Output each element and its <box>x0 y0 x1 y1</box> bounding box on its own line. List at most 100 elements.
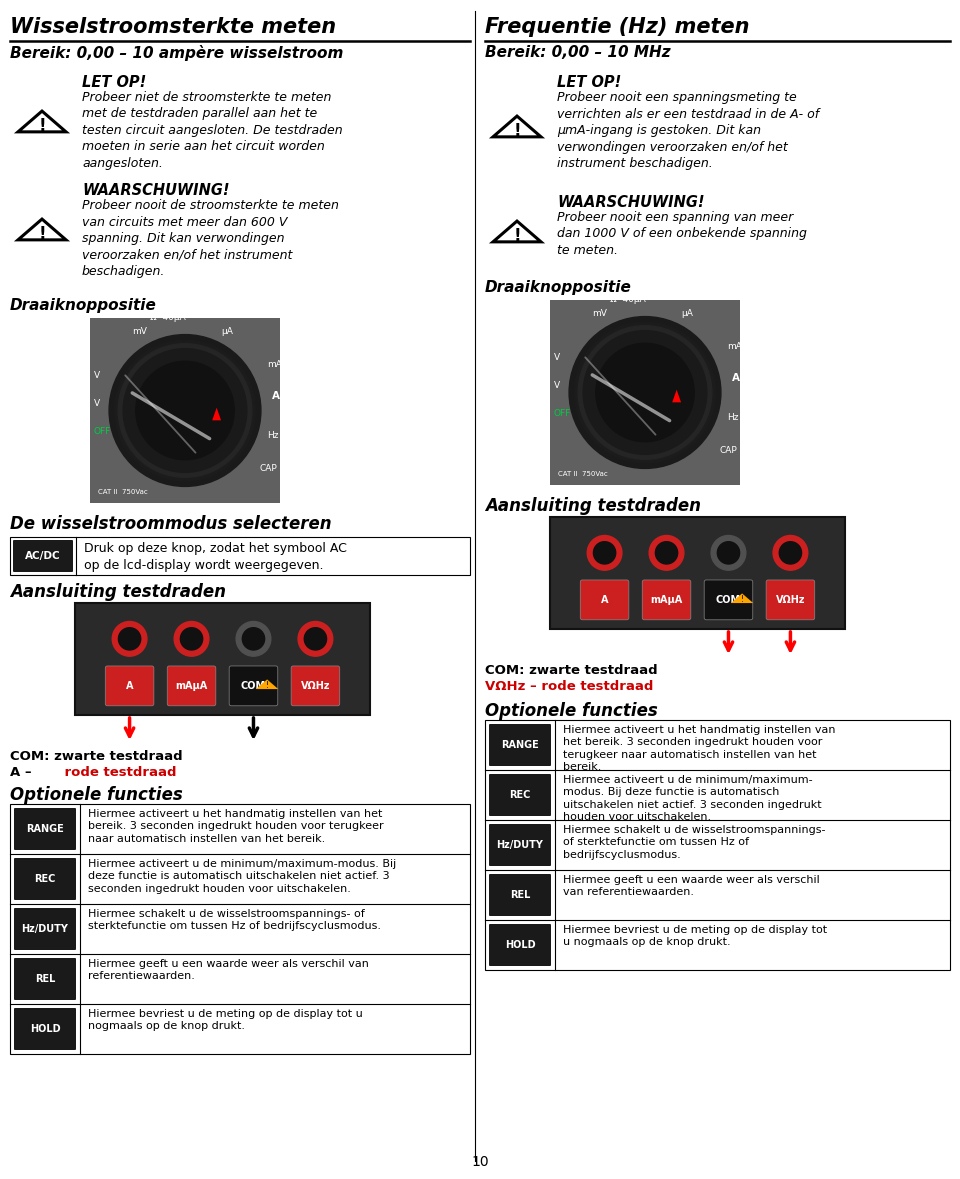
Text: Aansluiting testdraden: Aansluiting testdraden <box>10 582 226 601</box>
Text: RANGE: RANGE <box>26 824 64 834</box>
Text: CAP: CAP <box>719 446 737 455</box>
Circle shape <box>174 621 209 657</box>
Text: Draaiknoppositie: Draaiknoppositie <box>485 279 632 295</box>
Circle shape <box>569 317 721 468</box>
FancyBboxPatch shape <box>489 824 551 867</box>
Circle shape <box>109 335 261 487</box>
Text: !: ! <box>38 225 46 243</box>
Circle shape <box>180 627 203 650</box>
Text: Druk op deze knop, zodat het symbool AC
op de lcd-display wordt weergegeven.: Druk op deze knop, zodat het symbool AC … <box>84 542 347 572</box>
FancyBboxPatch shape <box>229 666 277 706</box>
Text: Frequentie (Hz) meten: Frequentie (Hz) meten <box>485 17 750 37</box>
Text: De wisselstroommodus selecteren: De wisselstroommodus selecteren <box>10 515 331 533</box>
Text: Hiermee activeert u de minimum/maximum-
modus. Bij deze functie is automatisch
u: Hiermee activeert u de minimum/maximum- … <box>563 775 822 822</box>
Text: VΩHz – rode testdraad: VΩHz – rode testdraad <box>485 680 654 693</box>
Text: HOLD: HOLD <box>505 940 536 950</box>
FancyBboxPatch shape <box>14 959 76 1000</box>
Text: rode testdraad: rode testdraad <box>46 766 177 779</box>
Text: Probeer niet de stroomsterkte te meten
met de testdraden parallel aan het te
tes: Probeer niet de stroomsterkte te meten m… <box>82 91 343 170</box>
Text: Ω  40μA: Ω 40μA <box>150 314 185 322</box>
Text: VΩHz: VΩHz <box>300 681 330 691</box>
Circle shape <box>780 541 802 564</box>
FancyBboxPatch shape <box>106 666 154 706</box>
Text: mA: mA <box>728 342 742 351</box>
Text: A: A <box>126 681 133 691</box>
Polygon shape <box>256 679 278 689</box>
Text: WAARSCHUWING!: WAARSCHUWING! <box>557 195 705 210</box>
Bar <box>90 318 280 503</box>
Circle shape <box>578 325 711 460</box>
Bar <box>485 720 950 970</box>
Text: Probeer nooit een spanning van meer
dan 1000 V of een onbekende spanning
te mete: Probeer nooit een spanning van meer dan … <box>557 211 806 257</box>
FancyBboxPatch shape <box>291 666 340 706</box>
Text: A –: A – <box>10 766 32 779</box>
Text: Optionele functies: Optionele functies <box>485 702 658 720</box>
Text: Hiermee bevriest u de meting op de display tot u
nogmaals op de knop drukt.: Hiermee bevriest u de meting op de displ… <box>88 1009 363 1032</box>
Text: V: V <box>554 381 561 390</box>
FancyBboxPatch shape <box>489 724 551 766</box>
FancyBboxPatch shape <box>14 1008 76 1050</box>
Circle shape <box>118 627 141 650</box>
Text: mAμA: mAμA <box>176 681 207 691</box>
FancyBboxPatch shape <box>13 540 73 572</box>
Text: Hiermee geeft u een waarde weer als verschil
van referentiewaarden.: Hiermee geeft u een waarde weer als vers… <box>563 875 820 897</box>
Text: VΩHz: VΩHz <box>776 595 805 605</box>
Text: Hz: Hz <box>267 430 278 440</box>
Text: !: ! <box>514 123 521 140</box>
Circle shape <box>114 341 255 481</box>
Text: HOLD: HOLD <box>30 1025 60 1034</box>
Text: REL: REL <box>35 974 55 984</box>
Text: Probeer nooit een spanningsmeting te
verrichten als er een testdraad in de A- of: Probeer nooit een spanningsmeting te ver… <box>557 91 819 170</box>
Circle shape <box>596 343 694 442</box>
Circle shape <box>649 535 684 571</box>
Text: mV: mV <box>132 328 147 336</box>
Text: Hiermee activeert u het handmatig instellen van
het bereik. 3 seconden ingedrukt: Hiermee activeert u het handmatig instel… <box>563 725 835 772</box>
Text: Hz/DUTY: Hz/DUTY <box>496 839 543 850</box>
FancyBboxPatch shape <box>766 580 815 620</box>
Text: μA: μA <box>221 328 233 336</box>
Text: AC/DC: AC/DC <box>25 551 60 561</box>
Bar <box>550 299 740 485</box>
Text: Hiermee activeert u de minimum/maximum-modus. Bij
deze functie is automatisch ui: Hiermee activeert u de minimum/maximum-m… <box>88 859 396 894</box>
Circle shape <box>242 627 265 650</box>
Circle shape <box>123 349 247 473</box>
Text: A: A <box>273 391 280 401</box>
Text: Probeer nooit de stroomsterkte te meten
van circuits met meer dan 600 V
spanning: Probeer nooit de stroomsterkte te meten … <box>82 199 339 278</box>
Text: A: A <box>732 374 740 383</box>
Text: μA: μA <box>682 309 693 318</box>
Polygon shape <box>672 390 681 402</box>
Text: Hiermee schakelt u de wisselstroomspannings-
of sterktefunctie om tussen Hz of
b: Hiermee schakelt u de wisselstroomspanni… <box>563 825 826 859</box>
Text: Aansluiting testdraden: Aansluiting testdraden <box>485 498 701 515</box>
FancyBboxPatch shape <box>642 580 691 620</box>
FancyBboxPatch shape <box>14 858 76 900</box>
Circle shape <box>656 541 678 564</box>
Text: REL: REL <box>510 890 530 900</box>
Circle shape <box>711 535 746 571</box>
Text: CAP: CAP <box>259 463 276 473</box>
Text: Hiermee bevriest u de meting op de display tot
u nogmaals op de knop drukt.: Hiermee bevriest u de meting op de displ… <box>563 926 828 948</box>
Text: Hiermee schakelt u de wisselstroomspannings- of
sterktefunctie om tussen Hz of b: Hiermee schakelt u de wisselstroomspanni… <box>88 909 381 931</box>
Text: Bereik: 0,00 – 10 ampère wisselstroom: Bereik: 0,00 – 10 ampère wisselstroom <box>10 45 344 61</box>
Text: Bereik: 0,00 – 10 MHz: Bereik: 0,00 – 10 MHz <box>485 45 671 60</box>
Text: mA: mA <box>268 361 282 369</box>
Bar <box>10 536 470 575</box>
FancyBboxPatch shape <box>167 666 216 706</box>
Polygon shape <box>212 408 221 421</box>
Text: RANGE: RANGE <box>501 740 539 750</box>
FancyBboxPatch shape <box>14 908 76 950</box>
Text: V: V <box>94 371 100 380</box>
FancyBboxPatch shape <box>580 580 629 620</box>
Text: OFF: OFF <box>553 409 570 419</box>
Circle shape <box>118 344 252 477</box>
Text: !: ! <box>740 595 744 605</box>
Circle shape <box>773 535 807 571</box>
Text: !: ! <box>38 117 46 136</box>
Polygon shape <box>731 593 754 604</box>
Text: Draaiknoppositie: Draaiknoppositie <box>10 298 156 312</box>
Bar <box>10 804 470 1054</box>
Text: Hz/DUTY: Hz/DUTY <box>21 924 68 934</box>
FancyBboxPatch shape <box>14 808 76 850</box>
Text: Wisselstroomsterkte meten: Wisselstroomsterkte meten <box>10 17 336 37</box>
Text: COM: COM <box>716 595 741 605</box>
Circle shape <box>298 621 333 657</box>
